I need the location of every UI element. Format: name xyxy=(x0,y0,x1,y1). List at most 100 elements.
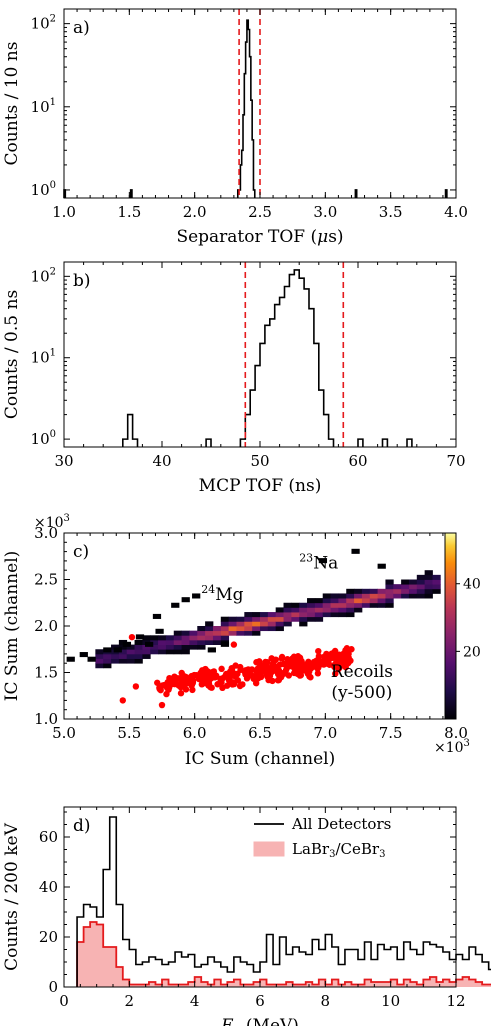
heatmap-cell xyxy=(173,644,182,650)
recoil-point xyxy=(167,676,174,683)
heatmap-cell xyxy=(228,621,237,627)
recoil-point xyxy=(332,670,339,677)
heatmap-cell xyxy=(299,616,308,622)
heatmap-cell xyxy=(189,630,198,636)
heatmap-cell xyxy=(330,602,339,608)
heatmap-cell xyxy=(401,579,410,585)
heatmap-cell xyxy=(393,593,402,599)
recoil-point xyxy=(161,681,168,689)
heatmap-cell xyxy=(236,621,245,627)
x-tick-label: 7.5 xyxy=(379,724,403,742)
heatmap-outlier-cell xyxy=(192,593,201,599)
x-axis-label: Separator TOF (μs) xyxy=(176,227,343,247)
heatmap-cell xyxy=(205,635,214,641)
heatmap-cell xyxy=(244,616,253,622)
heatmap-cell xyxy=(142,653,151,659)
heatmap-cell xyxy=(197,635,206,641)
heatmap-cell xyxy=(126,653,135,659)
heatmap-cell xyxy=(267,616,277,622)
heatmap-cell xyxy=(314,602,324,608)
colorbar xyxy=(444,532,457,720)
x-tick-label: 8.0 xyxy=(444,724,468,742)
heatmap-cell xyxy=(118,649,128,655)
heatmap-cell xyxy=(354,598,363,604)
heatmap-cell xyxy=(173,635,182,641)
heatmap-cell xyxy=(338,593,347,599)
heatmap-cell xyxy=(354,588,363,594)
heatmap-cell xyxy=(314,616,324,622)
heatmap-cell xyxy=(322,598,331,604)
heatmap-cell xyxy=(205,639,214,645)
heatmap-cell xyxy=(275,616,284,622)
heatmap-cell xyxy=(181,630,190,636)
heatmap-cell xyxy=(354,607,363,613)
heatmap-outlier-cell xyxy=(171,602,180,608)
all-detectors-histogram xyxy=(76,816,491,987)
recoil-point xyxy=(239,681,246,688)
heatmap-cell xyxy=(142,635,151,641)
heatmap-cell xyxy=(212,630,222,636)
recoil-point xyxy=(262,667,269,674)
recoil-point xyxy=(158,701,166,709)
x-tick-label: 40 xyxy=(152,452,171,470)
heatmap-cell xyxy=(95,663,104,669)
heatmap-cell xyxy=(158,635,167,641)
heatmap-cell xyxy=(244,621,253,627)
panel-label: d) xyxy=(73,816,91,836)
x-tick-label: 10 xyxy=(381,992,400,1010)
heatmap-cell xyxy=(205,626,214,632)
heatmap-cell xyxy=(330,598,339,604)
heatmap-cell xyxy=(126,649,135,655)
heatmap-cell xyxy=(103,658,112,664)
y-tick-label: 101 xyxy=(31,97,56,116)
heatmap-cell xyxy=(228,616,237,622)
recoil-point xyxy=(278,655,285,662)
heatmap-cell xyxy=(393,584,402,590)
recoil-point xyxy=(328,650,335,657)
recoil-point xyxy=(262,658,269,666)
recoil-point xyxy=(237,666,244,674)
heatmap-cell xyxy=(377,588,386,594)
recoil-point xyxy=(269,677,276,685)
heatmap-cell xyxy=(322,607,331,613)
heatmap-cell xyxy=(111,644,120,650)
heatmap-cell xyxy=(165,649,175,655)
heatmap-cell xyxy=(244,626,253,632)
recoil-point xyxy=(218,665,225,673)
heatmap-cell xyxy=(354,593,363,599)
heatmap-cell xyxy=(165,635,175,641)
legend: All Detectors LaBr3/CeBr3 xyxy=(253,815,391,860)
y-tick-label: 100 xyxy=(31,180,56,199)
heatmap-cell xyxy=(267,621,277,627)
heatmap-cell xyxy=(95,653,104,659)
legend-label-labr-cebr: LaBr3/CeBr3 xyxy=(292,840,385,860)
heatmap-cell xyxy=(173,649,182,655)
recoil-point xyxy=(175,682,182,689)
heatmap-cell xyxy=(228,630,237,636)
heatmap-cell xyxy=(212,635,222,641)
heatmap-cell xyxy=(338,602,347,608)
recoil-point xyxy=(154,679,161,686)
heatmap-cell xyxy=(118,653,128,659)
recoil-point xyxy=(289,660,297,667)
heatmap-outlier-cell xyxy=(155,628,164,634)
recoils-annotation: Recoils xyxy=(331,662,393,682)
heatmap-cell xyxy=(150,635,159,641)
heatmap-cell xyxy=(432,588,441,594)
heatmap-cell xyxy=(408,588,418,594)
recoil-point xyxy=(188,681,196,689)
heatmap-cell xyxy=(126,658,135,664)
heatmap-cell xyxy=(165,644,175,650)
recoil-point xyxy=(219,684,226,692)
heatmap-cell xyxy=(369,602,378,608)
heatmap-cell xyxy=(385,579,394,585)
y-tick-label: 100 xyxy=(31,429,56,448)
heatmap-cell xyxy=(346,612,355,618)
x-tick-label: 12 xyxy=(446,992,465,1010)
heatmap-cell xyxy=(142,649,151,655)
recoil-point xyxy=(206,676,213,683)
heatmap-cell xyxy=(118,644,128,650)
heatmap-outlier-cell xyxy=(181,597,190,603)
x-axis-label: IC Sum (channel) xyxy=(185,749,336,769)
heatmap-cell xyxy=(220,616,230,622)
